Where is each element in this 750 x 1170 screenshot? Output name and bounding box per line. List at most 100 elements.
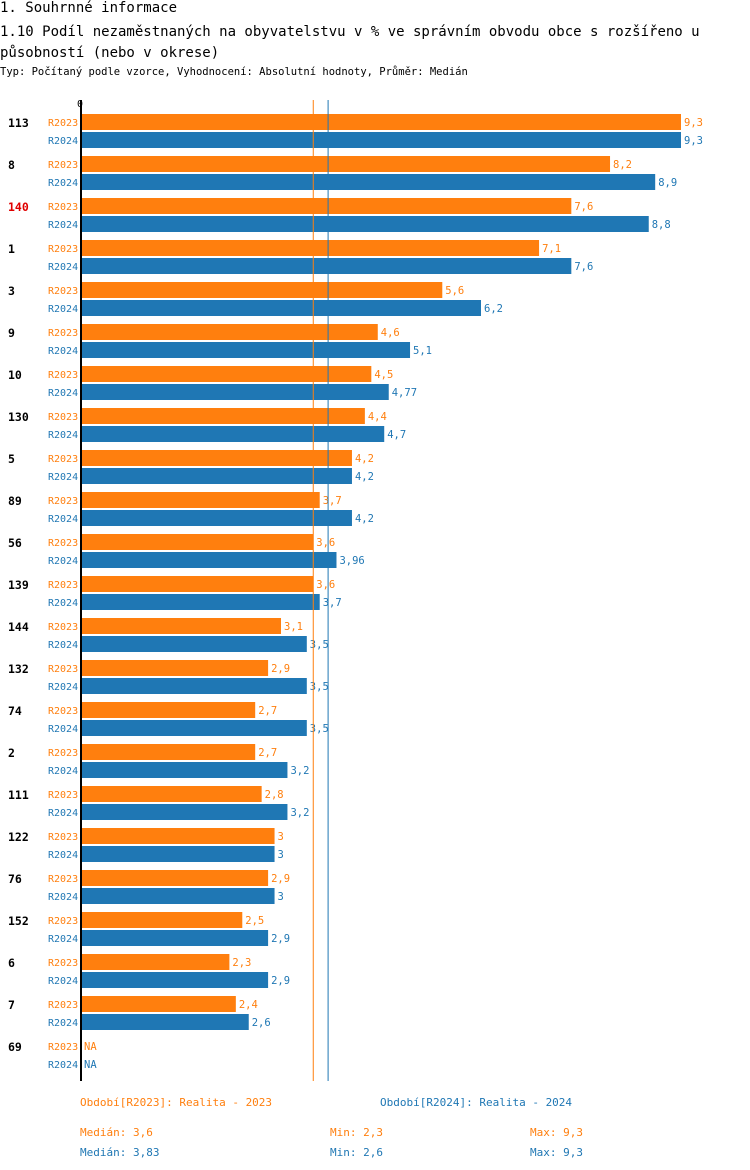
- data-label-r2024: 4,77: [392, 387, 417, 399]
- series-label-r2023: R2023: [48, 202, 78, 213]
- series-label-r2024: R2024: [48, 346, 78, 357]
- series-label-r2024: R2024: [48, 850, 78, 861]
- data-label-r2023: 3,1: [284, 621, 303, 633]
- bar-r2024: [81, 132, 681, 148]
- category-label: 3: [8, 284, 15, 298]
- series-label-r2024: R2024: [48, 1018, 78, 1029]
- series-label-r2024: R2024: [48, 934, 78, 945]
- bar-r2023: [81, 912, 243, 928]
- data-label-r2023: 2,5: [245, 915, 264, 927]
- bar-r2024: [81, 972, 269, 988]
- series-label-r2024: R2024: [48, 304, 78, 315]
- category-label: 56: [8, 536, 22, 550]
- series-label-r2024: R2024: [48, 220, 78, 231]
- series-label-r2023: R2023: [48, 958, 78, 969]
- data-label-r2023: 2,3: [232, 957, 251, 969]
- data-label-r2024: 8,9: [658, 177, 677, 189]
- bar-r2024: [81, 636, 307, 652]
- series-label-r2024: R2024: [48, 682, 78, 693]
- series-label-r2023: R2023: [48, 832, 78, 843]
- series-label-r2023: R2023: [48, 706, 78, 717]
- bar-r2024: [81, 384, 389, 400]
- series-label-r2023: R2023: [48, 874, 78, 885]
- bar-r2023: [81, 324, 378, 340]
- bar-r2024: [81, 720, 307, 736]
- bar-chart: 0113R20239,3R20249,38R20238,2R20248,9140…: [8, 99, 703, 1081]
- data-label-r2024: 2,6: [252, 1017, 271, 1029]
- data-label-r2023: 4,2: [355, 453, 374, 465]
- series-label-r2024: R2024: [48, 598, 78, 609]
- legend-r2024: Období[R2024]: Realita - 2024: [380, 1096, 573, 1109]
- data-label-r2024: 3,5: [310, 681, 329, 693]
- legend-r2023: Období[R2023]: Realita - 2023: [80, 1096, 273, 1109]
- data-label-r2024: 3,7: [323, 597, 342, 609]
- bar-r2024: [81, 678, 307, 694]
- min-r2023: Min: 2,3: [330, 1126, 383, 1139]
- series-label-r2023: R2023: [48, 370, 78, 381]
- series-label-r2024: R2024: [48, 556, 78, 567]
- data-label-r2024: 7,6: [574, 261, 593, 273]
- data-label-r2024: 3,2: [290, 807, 309, 819]
- data-label-r2023: 7,1: [542, 243, 561, 255]
- data-label-r2023: 4,4: [368, 411, 387, 423]
- chart-meta: Typ: Počítaný podle vzorce, Vyhodnocení:…: [0, 66, 468, 78]
- series-label-r2023: R2023: [48, 1000, 78, 1011]
- max-r2024: Max: 9,3: [530, 1146, 583, 1159]
- bar-r2024: [81, 342, 411, 358]
- bar-r2023: [81, 660, 269, 676]
- series-label-r2023: R2023: [48, 454, 78, 465]
- category-label: 113: [8, 116, 29, 130]
- series-label-r2023: R2023: [48, 118, 78, 129]
- data-label-r2023: 9,3: [684, 117, 703, 129]
- chart-title: 1.10 Podíl nezaměstnaných na obyvatelstv…: [0, 24, 700, 61]
- bar-r2024: [81, 174, 656, 190]
- bar-r2024: [81, 216, 649, 232]
- data-label-r2023: 8,2: [613, 159, 632, 171]
- category-label: 69: [8, 1040, 22, 1054]
- data-label-r2023: 2,9: [271, 873, 290, 885]
- median-r2024: Medián: 3,83: [80, 1146, 160, 1159]
- category-label: 130: [8, 410, 29, 424]
- min-r2024: Min: 2,6: [330, 1146, 383, 1159]
- category-label: 152: [8, 914, 29, 928]
- series-label-r2023: R2023: [48, 1042, 78, 1053]
- bar-r2024: [81, 468, 352, 484]
- data-label-r2024: 6,2: [484, 303, 503, 315]
- category-label: 144: [8, 620, 29, 634]
- data-label-r2023: 3,6: [316, 537, 335, 549]
- data-label-r2024: 3,5: [310, 639, 329, 651]
- bar-r2024: [81, 846, 275, 862]
- median-r2023: Medián: 3,6: [80, 1126, 153, 1139]
- bar-r2024: [81, 594, 320, 610]
- series-label-r2023: R2023: [48, 790, 78, 801]
- bar-r2023: [81, 240, 540, 256]
- bar-r2023: [81, 996, 236, 1012]
- category-label: 5: [8, 452, 15, 466]
- data-label-r2023: 7,6: [574, 201, 593, 213]
- category-label: 2: [8, 746, 15, 760]
- data-label-r2024: 3,5: [310, 723, 329, 735]
- bar-r2023: [81, 618, 281, 634]
- series-label-r2023: R2023: [48, 916, 78, 927]
- series-label-r2024: R2024: [48, 178, 78, 189]
- data-label-r2024: NA: [84, 1059, 97, 1071]
- bar-r2024: [81, 930, 269, 946]
- series-label-r2023: R2023: [48, 328, 78, 339]
- series-label-r2023: R2023: [48, 622, 78, 633]
- bar-r2023: [81, 156, 611, 172]
- series-label-r2024: R2024: [48, 808, 78, 819]
- data-label-r2023: 4,6: [381, 327, 400, 339]
- bar-r2023: [81, 786, 262, 802]
- series-label-r2024: R2024: [48, 640, 78, 651]
- max-r2023: Max: 9,3: [530, 1126, 583, 1139]
- series-label-r2023: R2023: [48, 664, 78, 675]
- bar-r2023: [81, 450, 352, 466]
- bar-r2023: [81, 114, 681, 130]
- data-label-r2023: 2,7: [258, 705, 277, 717]
- category-label: 122: [8, 830, 29, 844]
- series-label-r2023: R2023: [48, 580, 78, 591]
- category-label: 140: [8, 200, 29, 214]
- data-label-r2024: 5,1: [413, 345, 432, 357]
- series-label-r2023: R2023: [48, 538, 78, 549]
- bar-r2024: [81, 300, 481, 316]
